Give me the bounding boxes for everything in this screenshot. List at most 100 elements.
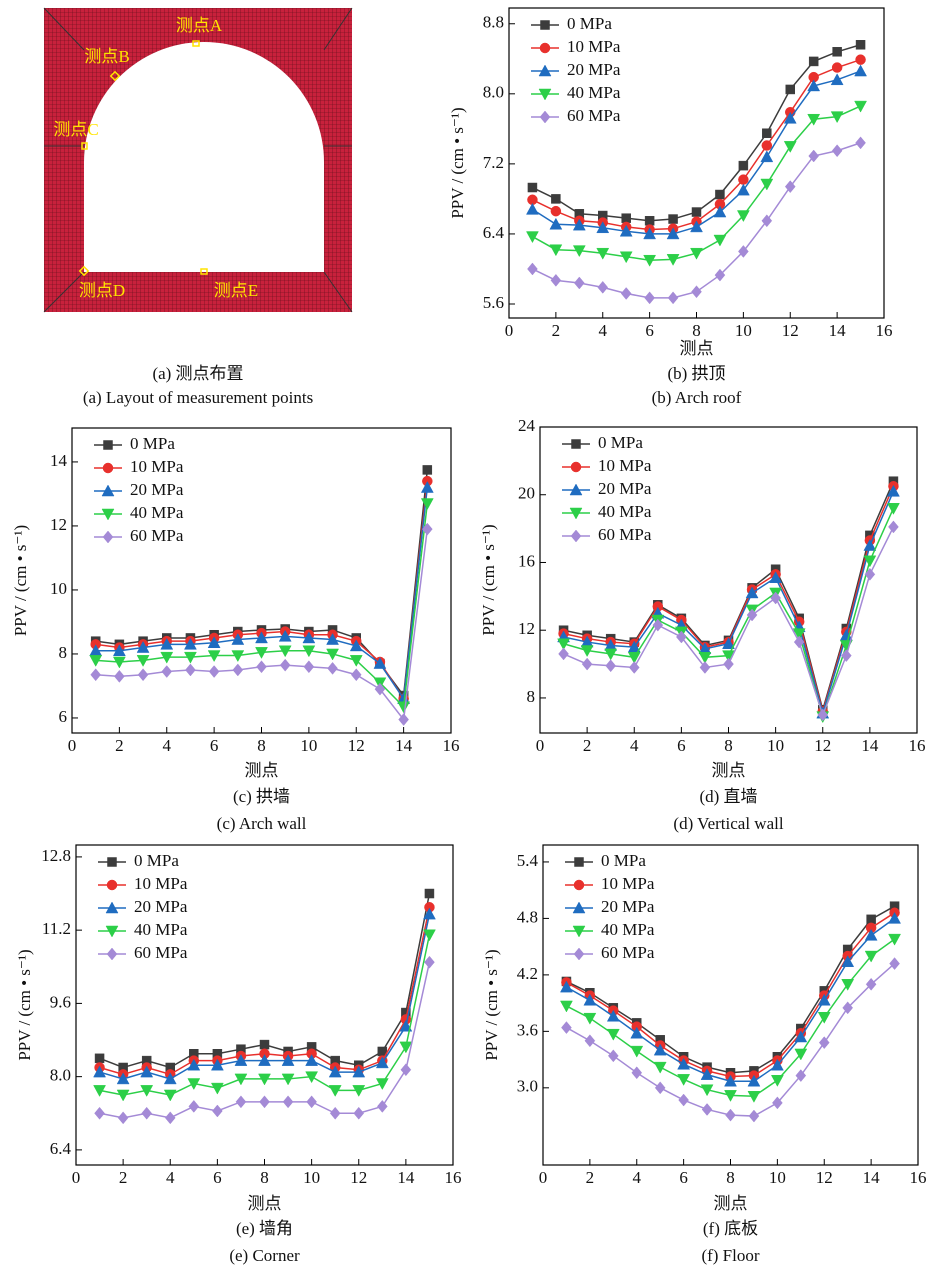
marker	[762, 129, 771, 138]
marker	[631, 1046, 643, 1057]
caption: (e) Corner	[229, 1246, 300, 1265]
y-tick-label: 6.4	[50, 1139, 72, 1158]
marker	[280, 659, 290, 671]
legend-label: 10 MPa	[598, 456, 652, 475]
legend-label: 0 MPa	[567, 14, 612, 33]
legend-label: 60 MPa	[567, 106, 621, 125]
marker	[726, 1109, 736, 1121]
marker	[526, 203, 538, 214]
x-tick-label: 16	[909, 736, 926, 755]
point-label: 测点B	[84, 47, 129, 66]
marker	[856, 55, 866, 65]
legend-label: 0 MPa	[601, 851, 646, 870]
marker	[653, 619, 663, 631]
series-line	[564, 527, 894, 715]
marker	[865, 929, 877, 940]
y-tick-label: 12	[50, 515, 67, 534]
marker	[887, 503, 899, 514]
y-tick-label: 8.0	[483, 83, 504, 102]
y-tick-label: 16	[518, 551, 535, 570]
marker	[889, 934, 901, 945]
y-axis-label: PPV / (cm • s⁻¹)	[448, 107, 467, 218]
marker	[209, 666, 219, 678]
marker	[890, 958, 900, 970]
page: 测点A 测点B 测点C 测点D 测点E (a) 测点布置 (a) Layout …	[0, 0, 935, 1272]
figure: 测点A 测点B 测点C 测点D 测点E (a) 测点布置 (a) Layout …	[0, 0, 935, 1272]
marker	[738, 175, 748, 185]
x-tick-label: 0	[72, 1168, 81, 1187]
marker	[118, 1112, 128, 1124]
legend-marker	[107, 948, 117, 960]
marker	[551, 274, 561, 286]
x-tick-label: 6	[213, 1168, 222, 1187]
y-tick-label: 12	[518, 619, 535, 638]
plot-frame	[72, 428, 451, 733]
marker	[582, 658, 592, 670]
x-tick-label: 16	[445, 1168, 462, 1187]
legend-label: 60 MPa	[130, 526, 184, 545]
point-label: 测点C	[53, 120, 98, 139]
marker	[260, 1096, 270, 1108]
marker	[559, 648, 569, 660]
marker	[257, 661, 267, 673]
legend-marker	[572, 440, 581, 449]
x-tick-label: 16	[910, 1168, 927, 1187]
legend-label: 10 MPa	[134, 874, 188, 893]
x-tick-label: 4	[630, 736, 639, 755]
legend-label: 20 MPa	[601, 897, 655, 916]
marker	[692, 208, 701, 217]
marker	[692, 286, 702, 298]
marker	[354, 1107, 364, 1119]
marker	[771, 592, 781, 604]
marker	[832, 145, 842, 157]
legend-label: 40 MPa	[567, 83, 621, 102]
y-tick-label: 8.0	[50, 1066, 71, 1085]
marker	[841, 650, 851, 662]
y-tick-label: 14	[50, 451, 68, 470]
legend-label: 10 MPa	[601, 874, 655, 893]
marker	[702, 1103, 712, 1115]
marker	[715, 190, 724, 199]
line-chart: 024681012141668101214测点(c) 拱墙(c) Arch wa…	[11, 428, 460, 833]
legend-label: 40 MPa	[134, 920, 188, 939]
marker	[165, 1112, 175, 1124]
marker	[425, 889, 434, 898]
x-axis-label: 测点	[245, 761, 279, 780]
legend-label: 10 MPa	[130, 457, 184, 476]
y-tick-label: 6	[59, 707, 68, 726]
y-tick-label: 3.6	[517, 1020, 538, 1039]
marker	[737, 184, 749, 195]
legend-marker	[575, 858, 584, 867]
marker	[724, 658, 734, 670]
marker	[856, 40, 865, 49]
x-tick-label: 2	[119, 1168, 128, 1187]
point-label: 测点E	[214, 281, 258, 300]
point-label: 测点D	[79, 281, 125, 300]
line-chart: 02468101214165.66.47.28.08.8测点(b) 拱顶(b) …	[448, 8, 893, 407]
marker	[584, 1013, 596, 1024]
x-tick-label: 6	[210, 736, 219, 755]
marker	[526, 232, 538, 243]
x-tick-label: 12	[350, 1168, 367, 1187]
marker	[91, 669, 101, 681]
x-tick-label: 12	[814, 736, 831, 755]
series-line	[532, 106, 860, 260]
legend-marker	[571, 530, 581, 542]
marker	[236, 1096, 246, 1108]
x-tick-label: 4	[633, 1168, 642, 1187]
y-tick-label: 10	[50, 579, 67, 598]
marker	[867, 915, 876, 924]
marker	[351, 669, 361, 681]
legend-marker	[574, 880, 584, 890]
y-tick-label: 12.8	[41, 846, 71, 865]
x-tick-label: 8	[692, 321, 701, 340]
marker	[307, 1096, 317, 1108]
x-tick-label: 4	[163, 736, 172, 755]
marker	[212, 1105, 222, 1117]
legend-label: 20 MPa	[130, 480, 184, 499]
marker	[747, 609, 757, 621]
x-tick-label: 12	[816, 1168, 833, 1187]
marker	[832, 63, 842, 73]
marker	[527, 263, 537, 275]
